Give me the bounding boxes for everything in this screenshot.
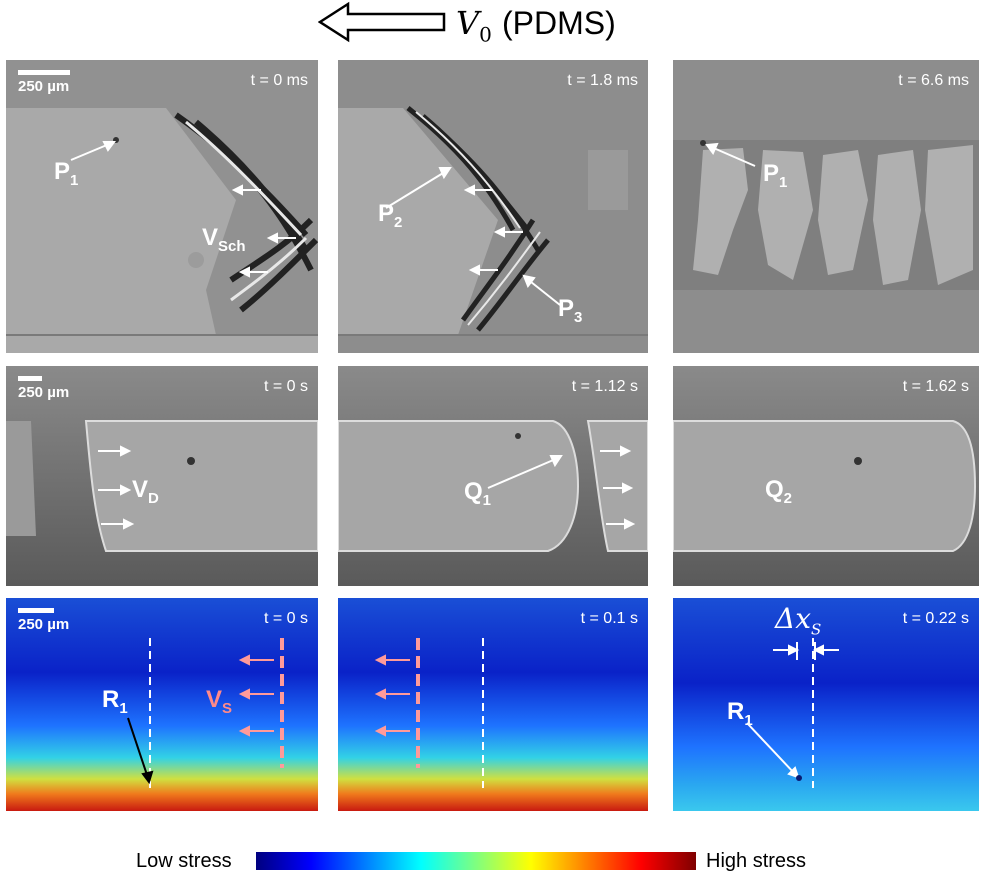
scale-bar: 250 µm <box>18 608 69 633</box>
label-p2-main: P <box>378 200 395 227</box>
detachment-front-image <box>338 366 648 586</box>
left-arrow-icon <box>318 1 446 43</box>
stress-map-image <box>673 598 979 811</box>
label-dx-sub: S <box>811 620 822 639</box>
label-q1-main: Q <box>464 478 483 505</box>
label-p1-main: P <box>54 158 71 185</box>
label-p3-main: P <box>558 295 575 322</box>
scale-bar-label: 250 µm <box>18 78 70 95</box>
time-label: t = 0.22 s <box>902 610 969 627</box>
scale-bar-label: 250 µm <box>18 384 70 401</box>
detached-pattern-image <box>673 60 979 353</box>
label-vs: VS <box>206 686 232 717</box>
colorbar-high-label: High stress <box>706 850 807 872</box>
label-vs-sub: S <box>222 699 233 717</box>
colorbar-gradient <box>256 852 696 870</box>
time-label: t = 0.1 s <box>580 610 638 627</box>
label-r1-sub: 1 <box>744 711 753 729</box>
header-label: V0 (PDMS) <box>456 4 616 46</box>
time-label: t = 1.12 s <box>571 378 638 395</box>
label-p1-sub: 1 <box>779 173 788 191</box>
schallamach-front-image <box>338 60 648 353</box>
time-label: t = 1.62 s <box>902 378 969 395</box>
stress-colorbar: Low stress High stress <box>136 850 836 874</box>
label-vsch-sub: Sch <box>218 237 246 255</box>
time-label: t = 0 s <box>263 610 308 627</box>
label-dx-main: Δx <box>775 602 812 635</box>
label-r1-main: R <box>102 686 120 713</box>
label-p1: P1 <box>763 160 787 191</box>
velocity-symbol: V <box>456 4 480 42</box>
label-vd-sub: D <box>148 489 159 507</box>
detachment-front-image <box>6 366 318 586</box>
scale-bar-line <box>18 376 42 381</box>
label-r1-main: R <box>727 698 745 725</box>
label-p1-sub: 1 <box>70 171 79 189</box>
label-delta-xs: ΔxS <box>775 602 821 639</box>
detachment-front-image <box>673 366 979 586</box>
scale-bar: 250 µm <box>18 70 70 95</box>
scale-bar-line <box>18 70 70 75</box>
stress-map-image <box>6 598 318 811</box>
scale-bar: 250 µm <box>18 376 69 401</box>
label-q2-main: Q <box>765 476 784 503</box>
label-q1: Q1 <box>464 478 491 509</box>
label-p2: P2 <box>378 200 402 231</box>
label-r1: R1 <box>727 698 753 729</box>
stress-map-image <box>338 598 648 811</box>
label-p3: P3 <box>558 295 582 326</box>
label-vsch: VSch <box>202 224 246 255</box>
scale-bar-label: 250 µm <box>18 616 70 633</box>
panel-row3-col3: t = 0.22 s ΔxS R1 <box>673 598 979 811</box>
label-q2-sub: 2 <box>783 489 793 507</box>
time-label: t = 0 s <box>263 378 308 395</box>
label-vsch-main: V <box>202 224 219 251</box>
panel-row2-col1: 250 µm t = 0 s VD <box>6 366 318 586</box>
label-vd-main: V <box>132 476 149 503</box>
scale-bar-line <box>18 608 54 613</box>
colorbar-low-label: Low stress <box>136 850 232 872</box>
figure-header: V0 (PDMS) <box>318 0 658 46</box>
panel-row1-col2: t = 1.8 ms P2 P3 <box>338 60 648 353</box>
velocity-subscript: 0 <box>479 22 492 47</box>
label-p1-main: P <box>763 160 780 187</box>
label-p2-sub: 2 <box>394 213 403 231</box>
label-r1-sub: 1 <box>119 699 128 717</box>
panel-row1-col3: t = 6.6 ms P1 <box>673 60 979 353</box>
label-p3-sub: 3 <box>574 308 583 326</box>
label-p1: P1 <box>54 158 78 189</box>
panel-row3-col2: t = 0.1 s <box>338 598 648 811</box>
panel-row2-col2: t = 1.12 s Q1 <box>338 366 648 586</box>
panel-row2-col3: t = 1.62 s Q2 <box>673 366 979 586</box>
label-q1-sub: 1 <box>482 491 492 509</box>
label-vd: VD <box>132 476 159 507</box>
label-r1: R1 <box>102 686 128 717</box>
time-label: t = 6.6 ms <box>898 72 969 89</box>
label-q2: Q2 <box>765 476 792 507</box>
time-label: t = 1.8 ms <box>567 72 638 89</box>
schallamach-front-image <box>6 60 318 353</box>
label-vs-main: V <box>206 686 223 713</box>
time-label: t = 0 ms <box>250 72 308 89</box>
panel-row1-col1: 250 µm t = 0 ms P1 VSch <box>6 60 318 353</box>
material-label: (PDMS) <box>502 5 616 41</box>
panel-row3-col1: 250 µm t = 0 s R1 VS <box>6 598 318 811</box>
